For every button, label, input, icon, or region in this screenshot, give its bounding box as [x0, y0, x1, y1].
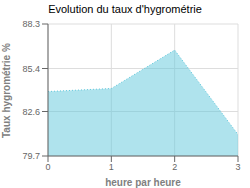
svg-text:3: 3: [235, 162, 240, 172]
svg-text:2: 2: [172, 162, 177, 172]
html-text:Evolution du taux d'hygrométri: Evolution du taux d'hygrométrie: [48, 3, 202, 15]
svg-text:79.7: 79.7: [22, 151, 40, 161]
svg-text:82.6: 82.6: [22, 107, 40, 117]
svg-text:heure par heure: heure par heure: [105, 177, 181, 188]
svg-text:0: 0: [45, 162, 50, 172]
svg-text:85.4: 85.4: [22, 64, 40, 74]
svg-text:Taux hygrométrie %: Taux hygrométrie %: [8, 43, 12, 138]
svg-text:1: 1: [109, 162, 114, 172]
svg-text:88.3: 88.3: [22, 19, 40, 29]
